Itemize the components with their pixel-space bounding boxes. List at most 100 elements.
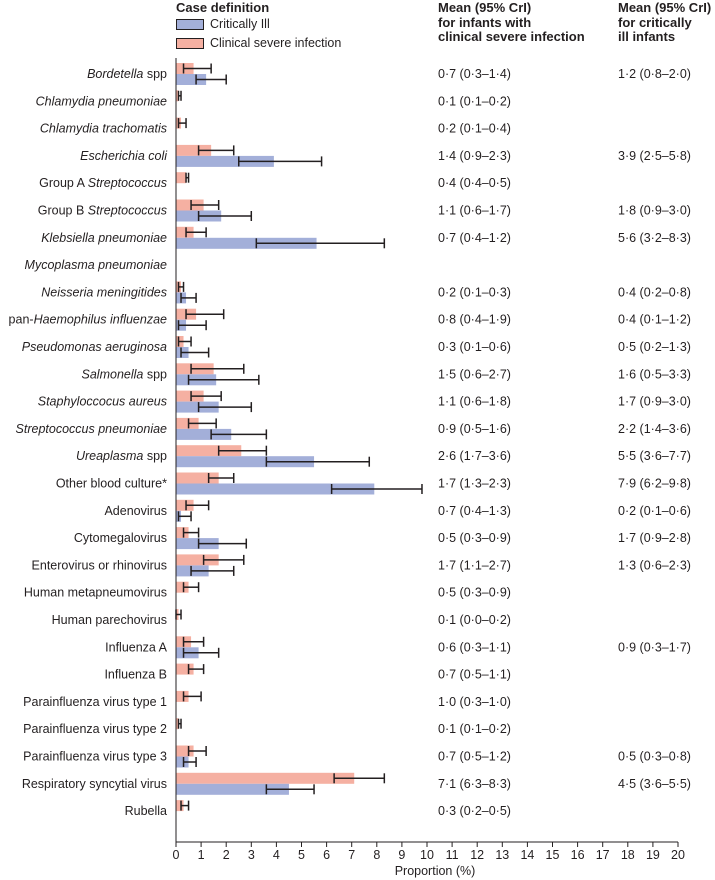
errorbar-clinical-severe-chlamydia-trachomatis [177, 118, 187, 129]
value-critically-ill-cytomegalovirus: 1·7 (0·9–2·8) [618, 531, 691, 545]
errorbar-critically-ill-parainfluenza-virus-type-3 [182, 757, 197, 767]
category-label-pan-haemophilus-influenzae: pan-Haemophilus influenzae [9, 313, 167, 327]
errorbar-critically-ill-staphyloccocus-aureus [197, 402, 253, 413]
x-tick-label-20: 20 [671, 848, 685, 862]
x-tick-label-10: 10 [420, 848, 434, 862]
category-label-group-a-streptococcus: Group A Streptococcus [39, 176, 167, 190]
category-label-human-parechovirus: Human parechovirus [52, 613, 167, 627]
errorbar-critically-ill-klebsiella-pneumoniae [255, 238, 386, 249]
value-clinical-severe-human-metapneumovirus: 0·5 (0·3–0·9) [438, 586, 511, 600]
bar-clinical-severe-staphyloccocus-aureus [176, 390, 204, 402]
bar-critically-ill-streptococcus-pneumoniae [176, 428, 232, 440]
value-clinical-severe-respiratory-syncytial-virus: 7·1 (6·3–8·3) [438, 777, 511, 791]
bar-critically-ill-klebsiella-pneumoniae [176, 237, 317, 249]
x-tick-label-11: 11 [446, 848, 459, 862]
value-critically-ill-neisseria-meningitides: 0·4 (0·2–0·8) [618, 285, 691, 299]
bar-clinical-severe-escherichia-coli [176, 144, 212, 156]
bar-clinical-severe-human-metapneumovirus [176, 581, 189, 593]
errorbar-clinical-severe-neisseria-meningitides [177, 281, 185, 292]
value-critically-ill-adenovirus: 0·2 (0·1–0·6) [618, 504, 691, 518]
errorbar-clinical-severe-influenza-a [182, 636, 205, 647]
bar-clinical-severe-ureaplasma-spp [176, 445, 242, 457]
value-critically-ill-other-blood-culture: 7·9 (6·2–9·8) [618, 477, 691, 491]
category-label-ureaplasma-spp: Ureaplasma spp [76, 449, 167, 463]
x-tick-label-16: 16 [571, 848, 585, 862]
value-critically-ill-escherichia-coli: 3·9 (2·5–5·8) [618, 149, 691, 163]
errorbar-clinical-severe-parainfluenza-virus-type-2 [177, 718, 182, 729]
col1-header: Mean (95% CrI) for infants with clinical… [438, 0, 585, 45]
errorbar-clinical-severe-influenza-b [187, 664, 205, 675]
col1-header-line3: clinical severe infection [438, 29, 585, 44]
value-clinical-severe-group-a-streptococcus: 0·4 (0·4–0·5) [438, 176, 511, 190]
category-label-pseudomonas-aeruginosa: Pseudomonas aeruginosa [22, 340, 167, 354]
errorbar-critically-ill-escherichia-coli [238, 156, 323, 167]
category-label-respiratory-syncytial-virus: Respiratory syncytial virus [22, 777, 167, 791]
errorbar-clinical-severe-parainfluenza-virus-type-3 [187, 746, 207, 756]
bar-clinical-severe-parainfluenza-virus-type-3 [176, 745, 194, 757]
value-critically-ill-group-b-streptococcus: 1·8 (0·9–3·0) [618, 204, 691, 218]
bar-clinical-severe-parainfluenza-virus-type-1 [176, 690, 189, 702]
bar-critically-ill-respiratory-syncytial-virus [176, 783, 289, 795]
bar-critically-ill-bordetella-spp [176, 74, 207, 85]
category-label-human-metapneumovirus: Human metapneumovirus [24, 586, 167, 600]
category-label-enterovirus-or-rhinovirus: Enterovirus or rhinovirus [32, 558, 167, 572]
errorbar-clinical-severe-adenovirus [185, 500, 210, 511]
errorbar-clinical-severe-rubella [180, 800, 190, 811]
value-clinical-severe-group-b-streptococcus: 1·1 (0·6–1·7) [438, 204, 511, 218]
bar-clinical-severe-respiratory-syncytial-virus [176, 772, 355, 784]
value-critically-ill-parainfluenza-virus-type-3: 0·5 (0·3–0·8) [618, 750, 691, 764]
category-label-parainfluenza-virus-type-2: Parainfluenza virus type 2 [23, 722, 167, 736]
value-clinical-severe-streptococcus-pneumoniae: 0·9 (0·5–1·6) [438, 422, 511, 436]
value-clinical-severe-escherichia-coli: 1·4 (0·9–2·3) [438, 149, 511, 163]
errorbar-critically-ill-salmonella-spp [187, 374, 260, 385]
value-critically-ill-ureaplasma-spp: 5·5 (3·6–7·7) [618, 449, 691, 463]
errorbar-critically-ill-influenza-a [182, 647, 220, 658]
value-clinical-severe-other-blood-culture: 1·7 (1·3–2·3) [438, 477, 511, 491]
errorbar-critically-ill-cytomegalovirus [197, 538, 248, 549]
errorbar-critically-ill-neisseria-meningitides [180, 292, 197, 303]
x-tick-label-13: 13 [495, 848, 509, 862]
category-label-klebsiella-pneumoniae: Klebsiella pneumoniae [41, 231, 167, 245]
value-critically-ill-respiratory-syncytial-virus: 4·5 (3·6–5·5) [618, 777, 691, 791]
x-tick-label-19: 19 [646, 848, 660, 862]
value-clinical-severe-pseudomonas-aeruginosa: 0·3 (0·1–0·6) [438, 340, 511, 354]
value-clinical-severe-chlamydia-trachomatis: 0·2 (0·1–0·4) [438, 122, 511, 136]
x-tick-label-5: 5 [298, 848, 305, 862]
errorbar-critically-ill-other-blood-culture [330, 484, 423, 494]
bar-critically-ill-parainfluenza-virus-type-3 [176, 756, 189, 768]
x-axis-title: Proportion (%) [395, 864, 476, 878]
value-clinical-severe-ureaplasma-spp: 2·6 (1·7–3·6) [438, 449, 511, 463]
errorbar-critically-ill-enterovirus-or-rhinovirus [190, 565, 235, 576]
x-tick-label-8: 8 [373, 848, 380, 862]
errorbar-clinical-severe-parainfluenza-virus-type-1 [182, 691, 202, 702]
value-clinical-severe-parainfluenza-virus-type-1: 1·0 (0·3–1·0) [438, 695, 511, 709]
category-label-neisseria-meningitides: Neisseria meningitides [41, 285, 167, 299]
value-clinical-severe-enterovirus-or-rhinovirus: 1·7 (1·1–2·7) [438, 558, 511, 572]
errorbar-critically-ill-pseudomonas-aeruginosa [180, 347, 210, 358]
value-critically-ill-streptococcus-pneumoniae: 2·2 (1·4–3·6) [618, 422, 691, 436]
category-label-chlamydia-pneumoniae: Chlamydia pneumoniae [36, 94, 167, 108]
value-critically-ill-pan-haemophilus-influenzae: 0·4 (0·1–1·2) [618, 313, 691, 327]
category-label-salmonella-spp: Salmonella spp [82, 367, 168, 381]
errorbar-clinical-severe-escherichia-coli [197, 145, 235, 156]
bar-clinical-severe-enterovirus-or-rhinovirus [176, 554, 219, 566]
value-clinical-severe-klebsiella-pneumoniae: 0·7 (0·4–1·2) [438, 231, 511, 245]
legend-swatch-clinical-severe [176, 38, 204, 49]
case-definition-header: Case definition [176, 0, 270, 15]
errorbar-critically-ill-bordetella-spp [195, 74, 227, 85]
x-tick-label-6: 6 [323, 848, 330, 862]
value-critically-ill-enterovirus-or-rhinovirus: 1·3 (0·6–2·3) [618, 558, 691, 572]
value-critically-ill-staphyloccocus-aureus: 1·7 (0·9–3·0) [618, 395, 691, 409]
errorbar-critically-ill-respiratory-syncytial-virus [265, 784, 315, 795]
x-tick-label-0: 0 [173, 848, 180, 862]
category-label-group-b-streptococcus: Group B Streptococcus [38, 204, 167, 218]
col1-header-line1: Mean (95% CrI) [438, 0, 532, 15]
value-clinical-severe-influenza-b: 0·7 (0·5–1·1) [438, 668, 511, 682]
bar-clinical-severe-group-a-streptococcus [176, 172, 187, 184]
bar-clinical-severe-chlamydia-pneumoniae [176, 90, 179, 102]
errorbar-clinical-severe-group-b-streptococcus [190, 200, 220, 210]
errorbar-critically-ill-group-b-streptococcus [197, 211, 253, 221]
value-clinical-severe-neisseria-meningitides: 0·2 (0·1–0·3) [438, 285, 511, 299]
x-tick-label-14: 14 [520, 848, 534, 862]
errorbar-clinical-severe-ureaplasma-spp [217, 445, 268, 456]
